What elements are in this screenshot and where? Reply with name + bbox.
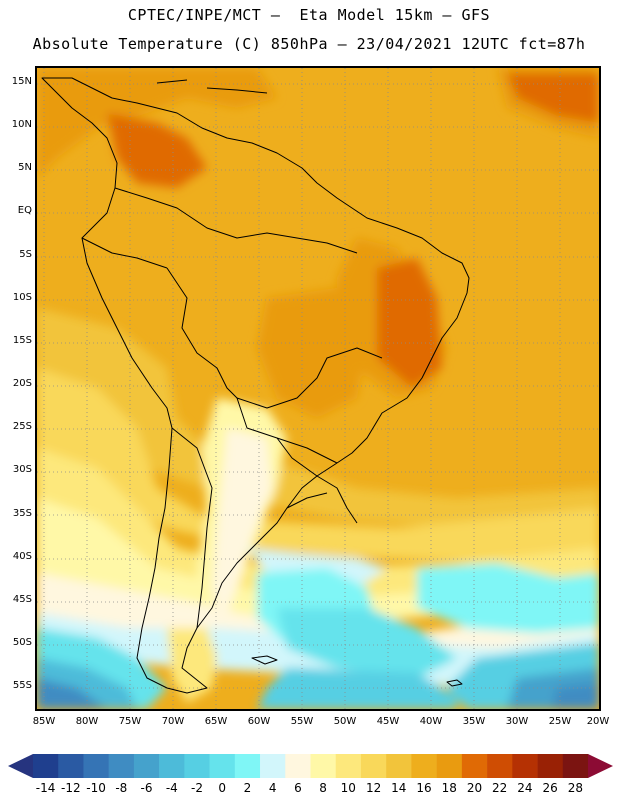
lat-label-40s: 40S	[12, 551, 32, 562]
colorbar-cell	[33, 754, 59, 778]
lon-label-65w: 65W	[204, 716, 228, 727]
lon-label-80w: 80W	[75, 716, 99, 727]
colorbar-cell	[108, 754, 135, 778]
colorbar-tick-label: 2	[243, 781, 252, 795]
colorbar-tick-label: 28	[567, 781, 584, 795]
colorbar-tick-label: 22	[492, 781, 508, 795]
colorbar-cell	[436, 754, 463, 778]
colorbar-cell	[487, 754, 513, 778]
lon-label-25w: 25W	[548, 716, 572, 727]
lon-label-55w: 55W	[290, 716, 314, 727]
lat-label-10n: 10N	[11, 119, 32, 130]
lat-label-10s: 10S	[12, 292, 32, 303]
colorbar-tick-label: -2	[191, 781, 203, 795]
lat-label-45s: 45S	[12, 594, 32, 605]
colorbar-tick-label: 8	[319, 781, 327, 795]
colorbar-tick-label: 20	[466, 781, 483, 795]
colorbar-cell	[133, 754, 160, 778]
lon-label-40w: 40W	[419, 716, 443, 727]
colorbar-tick-label: 6	[294, 781, 302, 795]
colorbar-cell	[234, 754, 261, 778]
lon-label-20w: 20W	[586, 716, 610, 727]
colorbar-under-arrow	[8, 754, 33, 778]
colorbar-cell	[260, 754, 286, 778]
colorbar-tick-label: 12	[365, 781, 382, 795]
colorbar-cell	[411, 754, 437, 778]
lon-label-35w: 35W	[462, 716, 486, 727]
lat-label-eq: EQ	[17, 205, 32, 216]
colorbar-cell	[184, 754, 210, 778]
colorbar-tick-label: -8	[115, 781, 128, 795]
lat-label-55s: 55S	[12, 680, 32, 691]
colorbar-tick-label: 4	[268, 781, 277, 795]
colorbar-cell	[562, 754, 589, 778]
lon-label-70w: 70W	[161, 716, 185, 727]
colorbar-tick-label: -12	[60, 781, 81, 795]
colorbar-cell	[537, 754, 564, 778]
colorbar-cell	[285, 754, 311, 778]
lat-label-30s: 30S	[12, 464, 32, 475]
colorbar-tick-label: 26	[542, 781, 558, 795]
colorbar-tick-label: -6	[140, 781, 153, 795]
colorbar-tick-label: -4	[165, 781, 178, 795]
colorbar-tick-label: 0	[218, 781, 226, 795]
colorbar-cell	[360, 754, 387, 778]
lat-label-5n: 5N	[18, 162, 32, 173]
lon-label-30w: 30W	[505, 716, 529, 727]
lat-label-50s: 50S	[12, 637, 32, 648]
colorbar-tick-label: -10	[86, 781, 106, 795]
colorbar	[8, 754, 613, 778]
lat-label-15s: 15S	[12, 335, 32, 346]
colorbar-cell	[83, 754, 109, 778]
lon-label-60w: 60W	[247, 716, 271, 727]
colorbar-tick-label: 10	[340, 781, 356, 795]
colorbar-cell	[58, 754, 84, 778]
colorbar-cell	[461, 754, 488, 778]
colorbar-cell	[335, 754, 362, 778]
map-subtitle: Absolute Temperature (C) 850hPa – 23/04/…	[32, 35, 586, 53]
colorbar-over-arrow	[588, 754, 613, 778]
lon-label-75w: 75W	[118, 716, 142, 727]
lon-label-85w: 85W	[32, 716, 56, 727]
lat-label-20s: 20S	[12, 378, 32, 389]
temperature-map	[35, 66, 601, 711]
colorbar-tick-label: 16	[416, 781, 432, 795]
coastline	[41, 77, 470, 694]
colorbar-tick-label: 14	[391, 781, 407, 795]
colorbar-cell	[209, 754, 236, 778]
lon-label-50w: 50W	[333, 716, 357, 727]
colorbar-tick-label: 24	[517, 781, 533, 795]
lon-label-45w: 45W	[376, 716, 400, 727]
colorbar-tick-label: 18	[441, 781, 457, 795]
map-title: CPTEC/INPE/MCT – Eta Model 15km – GFS	[127, 6, 491, 24]
lat-label-5s: 5S	[19, 249, 32, 260]
colorbar-tick-label: -14	[35, 781, 56, 795]
colorbar-cell	[386, 754, 412, 778]
colorbar-cell	[310, 754, 337, 778]
lat-label-15n: 15N	[11, 76, 32, 87]
colorbar-cell	[512, 754, 538, 778]
lat-label-25s: 25S	[12, 421, 32, 432]
colorbar-cell	[159, 754, 185, 778]
temperature-field	[37, 68, 599, 709]
lat-label-35s: 35S	[12, 508, 32, 519]
